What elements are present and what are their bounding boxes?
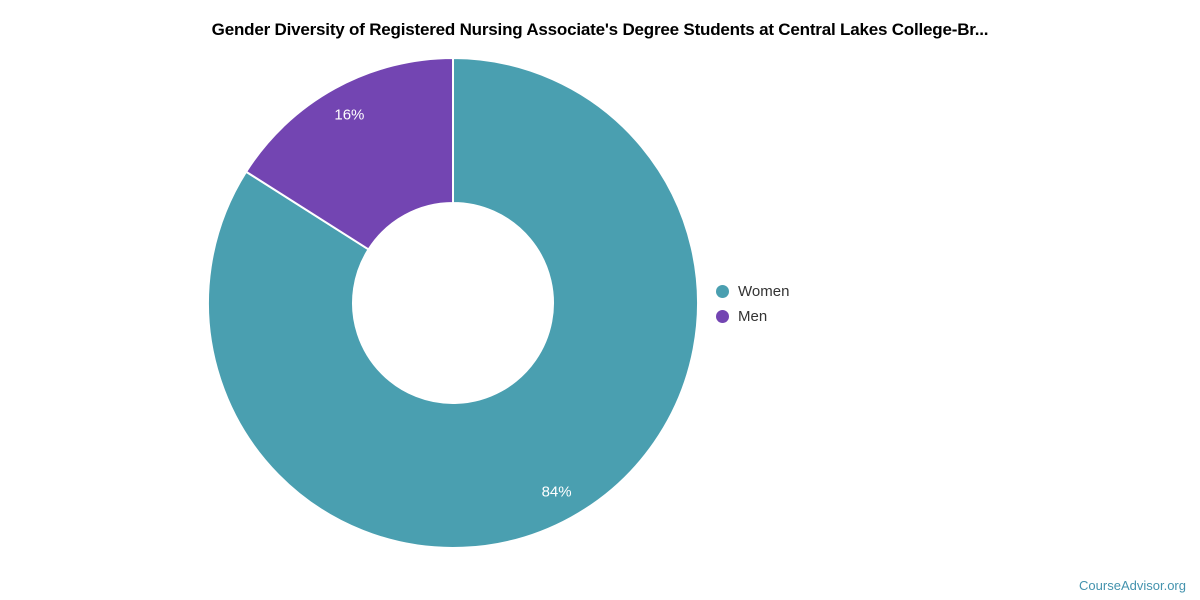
chart-title: Gender Diversity of Registered Nursing A… — [211, 20, 989, 39]
legend-item-men[interactable]: Men — [716, 304, 789, 329]
legend-item-women[interactable]: Women — [716, 279, 789, 304]
watermark-link[interactable]: CourseAdvisor.org — [1079, 578, 1186, 593]
legend-label: Men — [738, 308, 768, 325]
legend-marker-icon — [716, 285, 729, 298]
legend: Women Men — [716, 279, 789, 329]
legend-marker-icon — [716, 310, 729, 323]
legend-label: Women — [738, 283, 790, 300]
slice-label-women: 84% — [542, 483, 572, 500]
pie-slice-women[interactable] — [207, 57, 699, 549]
pie-slice-men[interactable] — [245, 57, 454, 251]
slice-label-men: 16% — [334, 107, 364, 124]
